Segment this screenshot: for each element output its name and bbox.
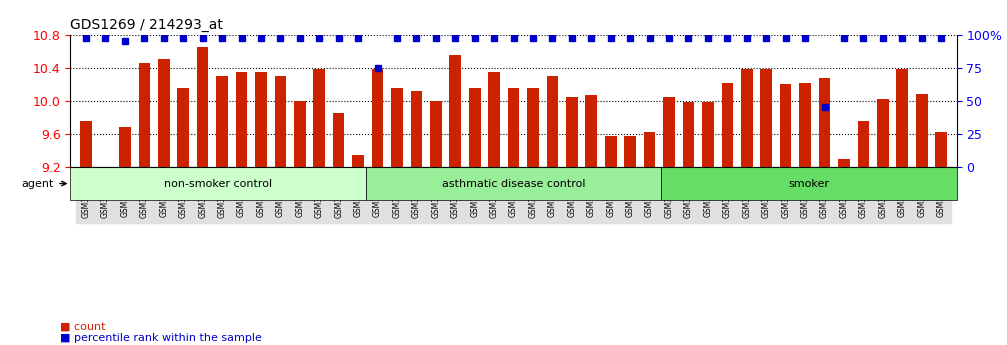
- Bar: [177, 88, 189, 345]
- Bar: [255, 72, 267, 345]
- Bar: [333, 113, 344, 345]
- Bar: [702, 102, 714, 345]
- Bar: [372, 69, 384, 345]
- Bar: [683, 102, 694, 345]
- FancyBboxPatch shape: [662, 167, 957, 200]
- Bar: [624, 136, 636, 345]
- Bar: [819, 78, 831, 345]
- Bar: [430, 101, 442, 345]
- Text: asthmatic disease control: asthmatic disease control: [442, 179, 585, 188]
- Bar: [915, 94, 927, 345]
- Bar: [119, 127, 131, 345]
- Bar: [469, 88, 480, 345]
- Text: ■ percentile rank within the sample: ■ percentile rank within the sample: [60, 333, 262, 343]
- Bar: [217, 76, 228, 345]
- Bar: [294, 101, 306, 345]
- Bar: [664, 97, 675, 345]
- Bar: [139, 63, 150, 345]
- Bar: [508, 88, 520, 345]
- Bar: [352, 155, 364, 345]
- Bar: [158, 59, 169, 345]
- Bar: [81, 121, 92, 345]
- Bar: [528, 88, 539, 345]
- Bar: [858, 121, 869, 345]
- Bar: [838, 159, 850, 345]
- Bar: [800, 82, 811, 345]
- Bar: [488, 72, 499, 345]
- Bar: [605, 136, 616, 345]
- Bar: [585, 95, 597, 345]
- Bar: [779, 84, 792, 345]
- Text: GDS1269 / 214293_at: GDS1269 / 214293_at: [70, 18, 224, 32]
- FancyBboxPatch shape: [366, 167, 662, 200]
- Text: ■ count: ■ count: [60, 321, 106, 331]
- Bar: [877, 99, 888, 345]
- Bar: [547, 76, 558, 345]
- Text: non-smoker control: non-smoker control: [164, 179, 272, 188]
- Text: agent: agent: [22, 179, 66, 188]
- Bar: [566, 97, 578, 345]
- Bar: [760, 69, 772, 345]
- Bar: [196, 47, 208, 345]
- FancyBboxPatch shape: [70, 167, 366, 200]
- Bar: [275, 76, 286, 345]
- Bar: [449, 55, 461, 345]
- Bar: [936, 132, 947, 345]
- Bar: [721, 82, 733, 345]
- Text: smoker: smoker: [788, 179, 830, 188]
- Bar: [643, 132, 656, 345]
- Bar: [313, 69, 325, 345]
- Bar: [741, 69, 752, 345]
- Bar: [236, 72, 248, 345]
- Bar: [411, 91, 422, 345]
- Bar: [896, 69, 908, 345]
- Bar: [100, 167, 112, 345]
- Bar: [391, 88, 403, 345]
